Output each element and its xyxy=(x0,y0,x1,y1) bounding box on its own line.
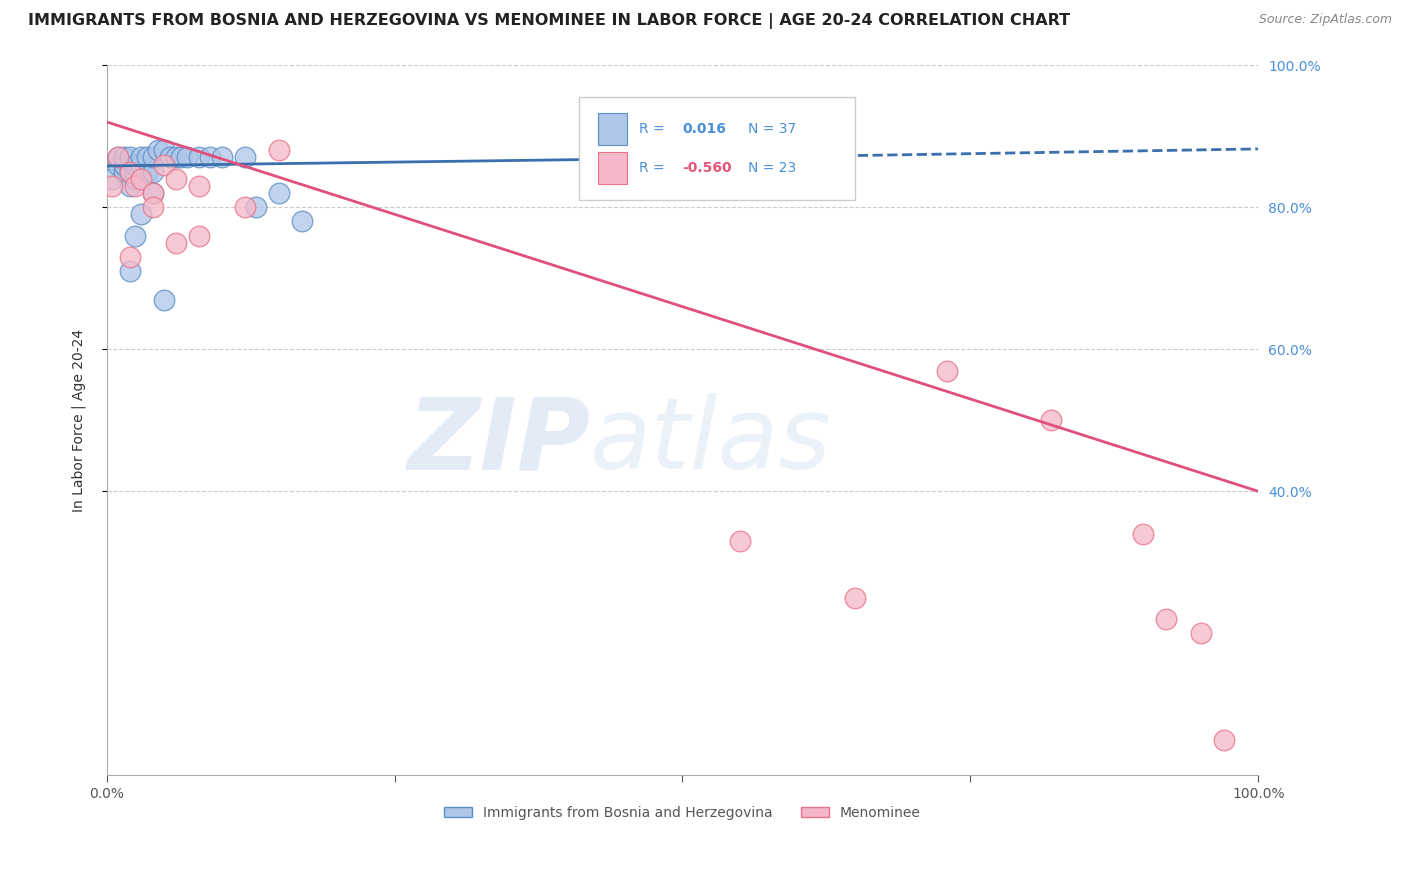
Point xyxy=(1189,626,1212,640)
Point xyxy=(107,151,129,165)
Point xyxy=(1154,612,1177,626)
Text: N = 23: N = 23 xyxy=(748,161,796,175)
Text: N = 37: N = 37 xyxy=(748,121,796,136)
Text: R =: R = xyxy=(638,161,664,175)
Text: ZIP: ZIP xyxy=(408,393,591,490)
Point xyxy=(1212,733,1234,747)
Point xyxy=(233,151,256,165)
Text: R =: R = xyxy=(638,121,664,136)
Point xyxy=(124,164,146,178)
Text: Source: ZipAtlas.com: Source: ZipAtlas.com xyxy=(1258,13,1392,27)
Point xyxy=(165,171,187,186)
FancyBboxPatch shape xyxy=(599,152,627,184)
Point xyxy=(170,151,193,165)
Point xyxy=(148,144,170,158)
Point xyxy=(129,207,152,221)
Point xyxy=(159,151,181,165)
Text: 0.016: 0.016 xyxy=(682,121,727,136)
Point xyxy=(118,151,141,165)
Point xyxy=(187,228,209,243)
Point xyxy=(153,144,176,158)
Point xyxy=(129,151,152,165)
Point xyxy=(112,157,135,171)
Point xyxy=(101,178,124,193)
Point xyxy=(153,157,176,171)
Point xyxy=(142,200,165,214)
Point xyxy=(124,157,146,171)
Point xyxy=(107,157,129,171)
Point xyxy=(129,171,152,186)
Point xyxy=(142,186,165,200)
Point xyxy=(728,534,751,549)
Point xyxy=(142,186,165,200)
Point xyxy=(107,151,129,165)
Point xyxy=(291,214,314,228)
Point xyxy=(118,178,141,193)
Point xyxy=(245,200,267,214)
Point xyxy=(176,151,198,165)
Point xyxy=(187,178,209,193)
Point xyxy=(200,151,222,165)
Point xyxy=(142,164,165,178)
Point xyxy=(844,591,866,605)
Legend: Immigrants from Bosnia and Herzegovina, Menominee: Immigrants from Bosnia and Herzegovina, … xyxy=(439,800,927,825)
Text: IMMIGRANTS FROM BOSNIA AND HERZEGOVINA VS MENOMINEE IN LABOR FORCE | AGE 20-24 C: IMMIGRANTS FROM BOSNIA AND HERZEGOVINA V… xyxy=(28,13,1070,29)
Point xyxy=(233,200,256,214)
Point xyxy=(129,171,152,186)
Point xyxy=(118,250,141,264)
Point xyxy=(187,151,209,165)
Point xyxy=(118,164,141,178)
Point xyxy=(135,151,157,165)
Point xyxy=(124,228,146,243)
Point xyxy=(269,144,291,158)
FancyBboxPatch shape xyxy=(599,112,627,145)
Point xyxy=(936,363,959,377)
Point xyxy=(112,151,135,165)
FancyBboxPatch shape xyxy=(579,97,855,200)
Y-axis label: In Labor Force | Age 20-24: In Labor Force | Age 20-24 xyxy=(72,329,86,512)
Point xyxy=(269,186,291,200)
Point xyxy=(165,151,187,165)
Point xyxy=(1040,413,1063,427)
Text: -0.560: -0.560 xyxy=(682,161,733,175)
Text: atlas: atlas xyxy=(591,393,832,490)
Point xyxy=(211,151,233,165)
Point xyxy=(124,178,146,193)
Point xyxy=(165,235,187,250)
Point xyxy=(1132,527,1154,541)
Point xyxy=(142,151,165,165)
Point xyxy=(112,164,135,178)
Point xyxy=(118,264,141,278)
Point xyxy=(129,157,152,171)
Point xyxy=(153,293,176,307)
Point xyxy=(124,171,146,186)
Point xyxy=(101,171,124,186)
Point xyxy=(135,164,157,178)
Point xyxy=(118,164,141,178)
